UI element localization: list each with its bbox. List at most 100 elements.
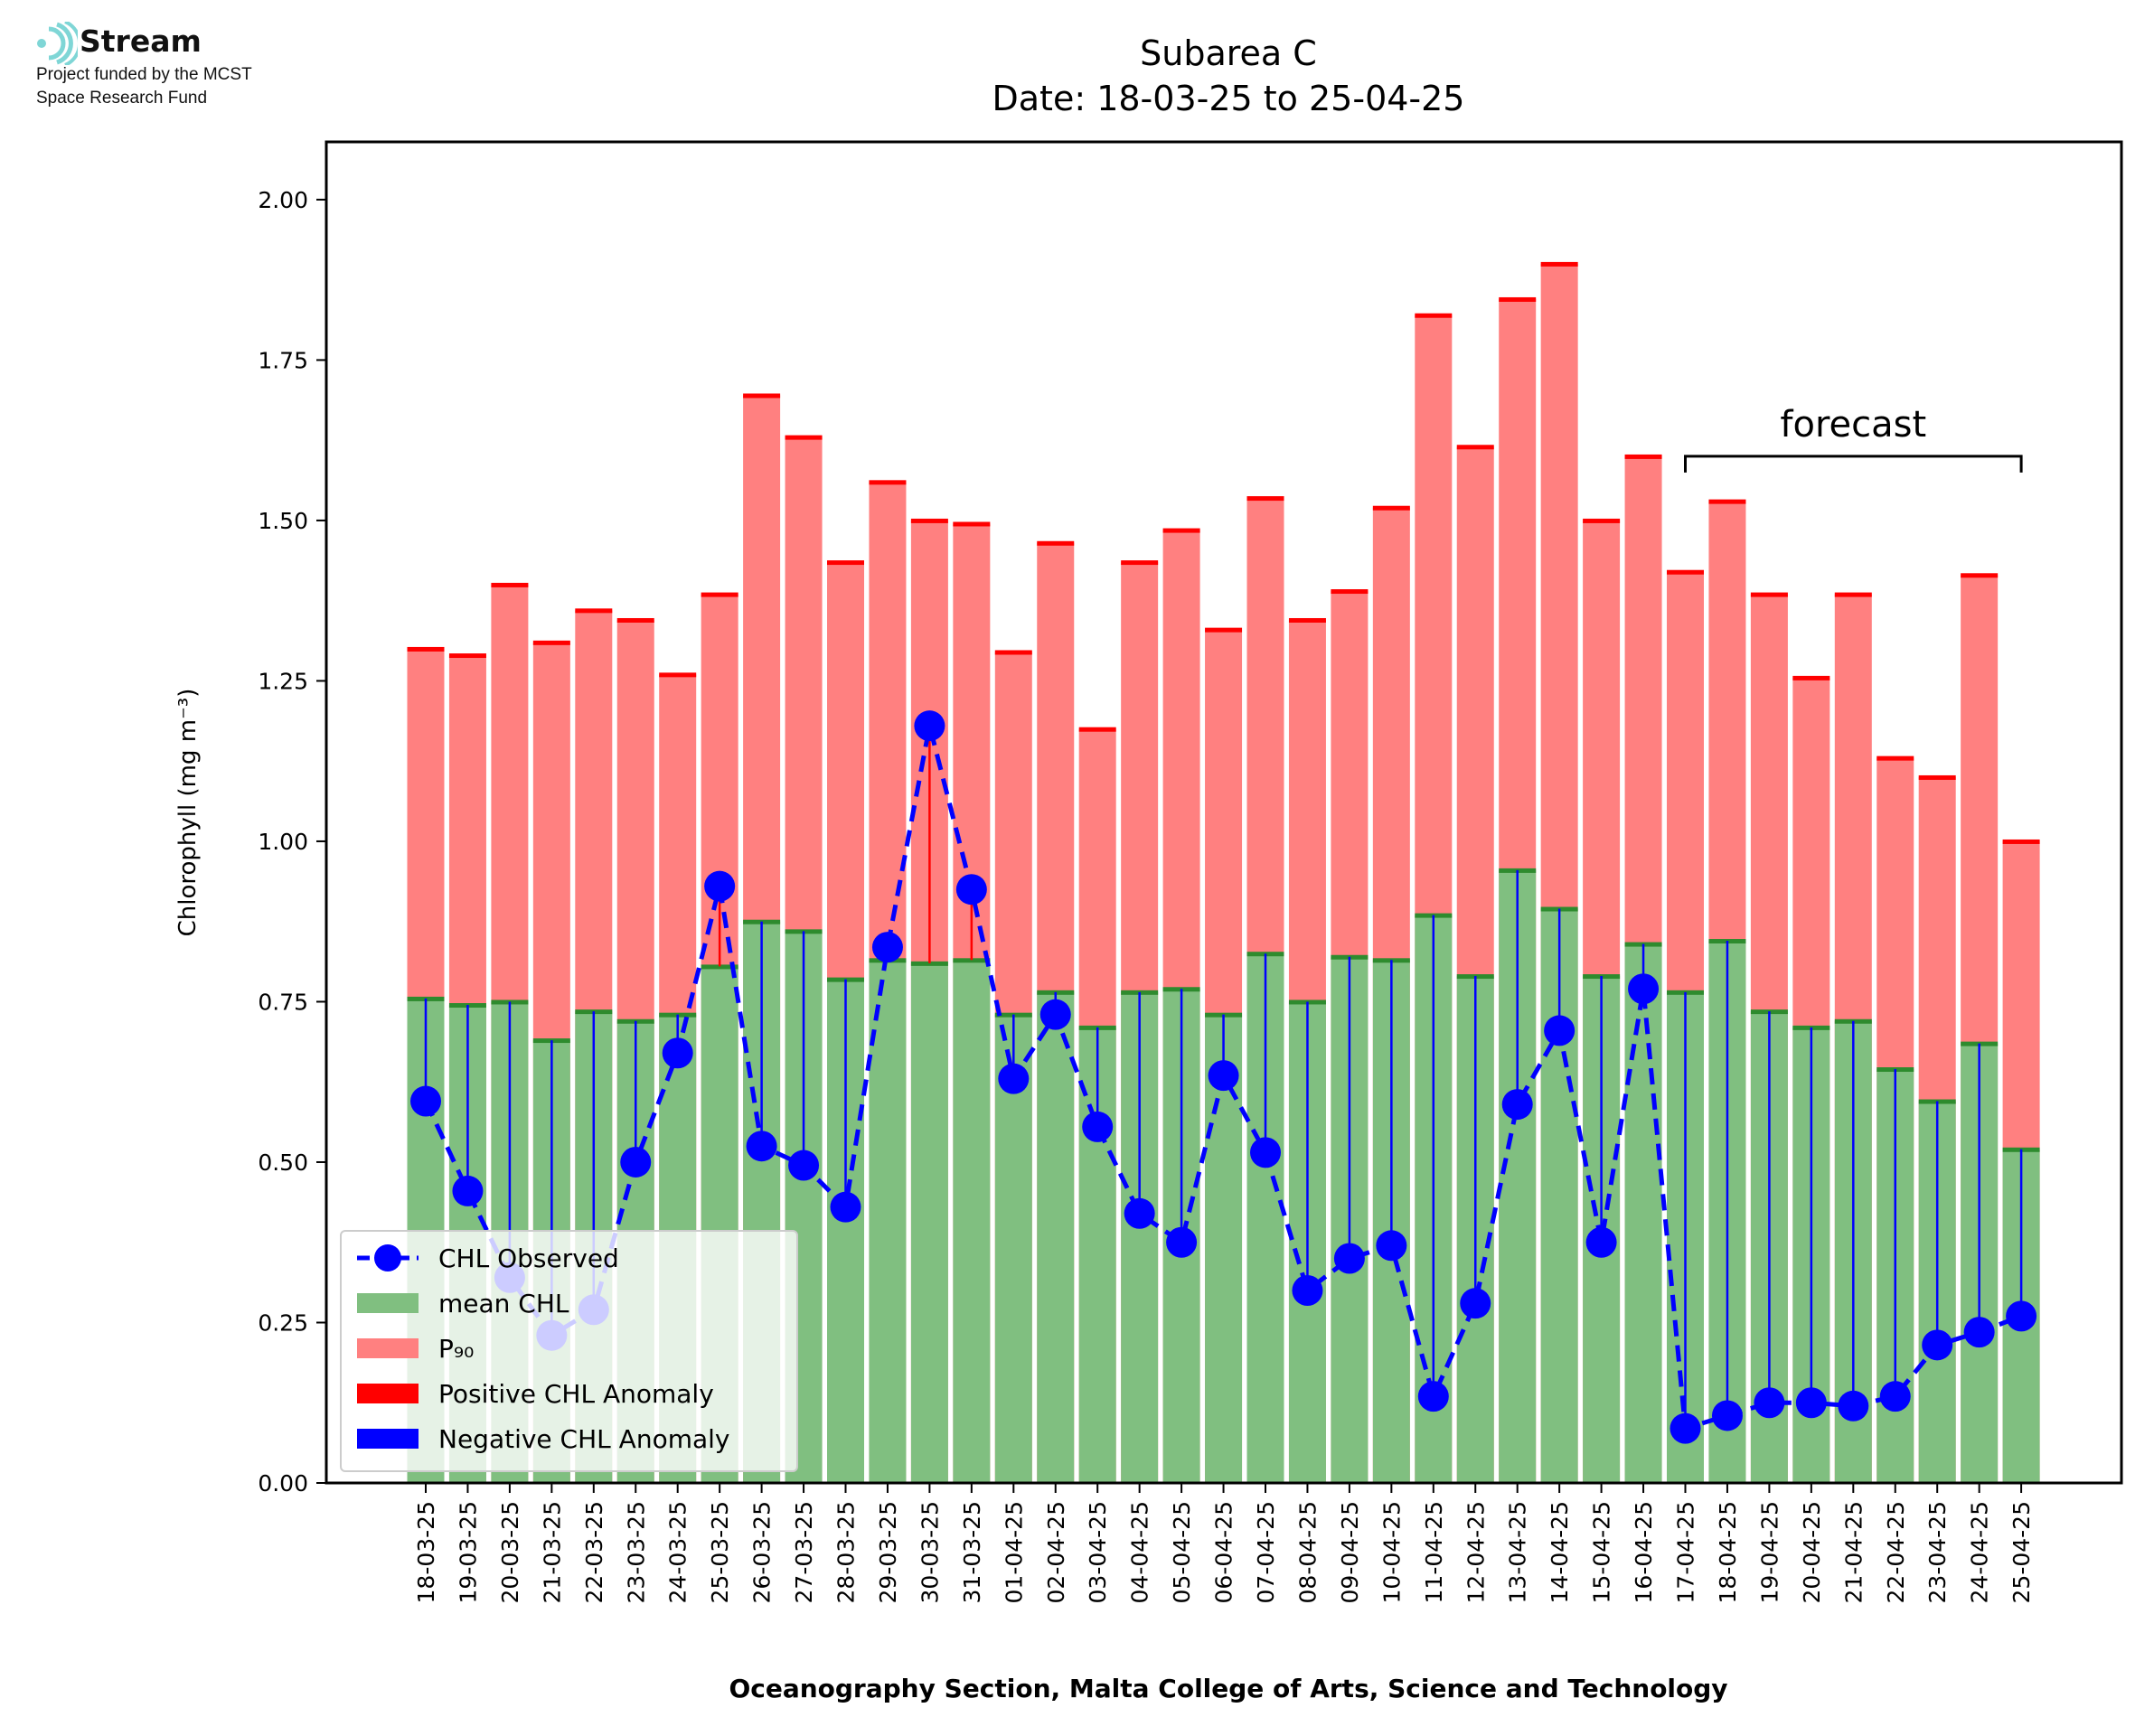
chl-observed-point	[704, 870, 736, 902]
p90-cap	[1708, 499, 1746, 504]
mean-chl-bar	[1205, 1014, 1243, 1483]
x-tick-label: 10-04-25	[1378, 1501, 1405, 1603]
p90-cap	[1456, 445, 1494, 450]
x-tick-label: 19-04-25	[1756, 1501, 1782, 1603]
chl-observed-point	[1124, 1197, 1155, 1229]
x-tick-label: 18-04-25	[1715, 1501, 1741, 1603]
x-tick-label: 31-03-25	[959, 1501, 985, 1603]
p90-cap	[1499, 296, 1537, 302]
mean-chl-cap	[701, 964, 738, 970]
logo-funding-line-1: Project funded by the MCST	[36, 65, 252, 84]
legend-entry-label: CHL Observed	[438, 1243, 619, 1273]
chl-observed-point	[746, 1131, 777, 1162]
chl-observed-point	[955, 874, 987, 906]
x-tick-label: 03-04-25	[1085, 1501, 1111, 1603]
p90-cap	[532, 640, 570, 645]
p90-cap	[448, 653, 486, 659]
chl-observed-point	[1250, 1137, 1281, 1168]
legend-marker-swatch	[374, 1244, 401, 1272]
x-tick-label: 20-03-25	[497, 1501, 523, 1603]
x-tick-label: 23-03-25	[623, 1501, 649, 1603]
p90-cap	[1750, 592, 1788, 597]
x-tick-label: 30-03-25	[917, 1501, 943, 1603]
y-tick-label: 0.50	[258, 1150, 308, 1176]
chl-observed-point	[788, 1150, 820, 1181]
plot-frame	[325, 140, 2123, 1485]
x-tick-label: 02-04-25	[1043, 1501, 1069, 1603]
x-tick-label: 25-03-25	[707, 1501, 733, 1603]
y-tick-label: 0.25	[258, 1309, 308, 1336]
p90-cap	[1415, 313, 1453, 318]
p90-cap	[1078, 727, 1116, 732]
forecast-annotation: forecast	[1684, 404, 2023, 473]
chl-observed-point	[620, 1146, 652, 1178]
p90-cap	[1540, 261, 1578, 267]
observed-line-layer	[410, 710, 2037, 1444]
y-tick-label: 1.00	[258, 829, 308, 855]
chl-observed-point	[1963, 1317, 1995, 1348]
p90-cap	[616, 617, 654, 623]
p90-cap	[1205, 627, 1243, 633]
p90-cap	[1037, 540, 1075, 546]
p90-cap	[1288, 617, 1326, 623]
chl-observed-point	[1795, 1387, 1827, 1419]
x-tick-label: 22-03-25	[581, 1501, 607, 1603]
x-tick-label: 13-04-25	[1505, 1501, 1531, 1603]
x-tick-label: 26-03-25	[749, 1501, 776, 1603]
legend: CHL Observed mean CHL P₉₀ Positive CHL Anom…	[340, 1230, 798, 1472]
chl-observed-point	[1501, 1089, 1533, 1121]
x-tick-label: 07-04-25	[1253, 1501, 1279, 1603]
chl-observed-point	[1208, 1060, 1239, 1092]
p90-cap	[994, 650, 1032, 655]
x-tick-label: 18-03-25	[413, 1501, 439, 1603]
mean-chl-bar	[1037, 991, 1075, 1483]
p90-cap	[1792, 675, 1830, 680]
legend-entry-label: mean CHL	[438, 1289, 569, 1318]
chl-observed-point	[1417, 1381, 1449, 1412]
chl-observed-point	[1585, 1226, 1617, 1258]
mean-chl-bar	[1624, 943, 1662, 1483]
legend-bar-swatch	[357, 1384, 419, 1403]
x-tick-label: 20-04-25	[1799, 1501, 1825, 1603]
x-tick-label: 19-03-25	[455, 1501, 481, 1603]
y-tick-label: 1.50	[258, 508, 308, 534]
legend-bar-swatch	[357, 1293, 419, 1313]
logo-funding-line-2: Space Research Fund	[36, 89, 208, 108]
legend-entry-label: Positive CHL Anomaly	[438, 1379, 714, 1409]
x-tick-label: 08-04-25	[1294, 1501, 1321, 1603]
x-tick-label: 12-04-25	[1463, 1501, 1489, 1603]
x-tick-label: 16-04-25	[1631, 1501, 1657, 1603]
x-tick-label: 06-04-25	[1211, 1501, 1237, 1603]
chl-observed-point	[1670, 1412, 1701, 1444]
chart-subtitle: Date: 18-03-25 to 25-04-25	[992, 79, 1465, 118]
p90-cap	[953, 521, 991, 527]
legend-entry-label: P₉₀	[438, 1334, 474, 1364]
y-axis: 0.00 0.25 0.50 0.75 1.00 1.25 1.50 1.75 2.00	[258, 187, 326, 1497]
legend-bar-swatch	[357, 1338, 419, 1358]
chl-observed-point	[452, 1175, 484, 1206]
mean-chl-cap	[910, 961, 948, 966]
p90-cap	[701, 592, 738, 597]
chl-observed-point	[2006, 1300, 2037, 1332]
chl-observed-point	[410, 1085, 441, 1117]
p90-cap	[1331, 589, 1369, 595]
x-tick-label: 01-04-25	[1001, 1501, 1027, 1603]
x-tick-label: 21-03-25	[539, 1501, 565, 1603]
chl-observed-point	[998, 1063, 1030, 1094]
chl-observed-point	[1333, 1243, 1365, 1274]
x-tick-label: 22-04-25	[1883, 1501, 1909, 1603]
x-tick-label: 24-04-25	[1967, 1501, 1993, 1603]
logo-name: Stream	[80, 23, 202, 59]
chart-title: Subarea C	[1140, 33, 1317, 73]
chl-observed-point	[1039, 999, 1071, 1030]
p90-cap	[1121, 560, 1159, 566]
chl-observed-point	[1166, 1226, 1198, 1258]
mean-chl-cap	[953, 958, 991, 963]
p90-cap	[491, 582, 529, 587]
anomaly-lines-layer	[424, 726, 2023, 1429]
chl-observed-point	[1879, 1381, 1911, 1412]
chl-observed-point	[1376, 1230, 1407, 1262]
y-tick-label: 0.00	[258, 1470, 308, 1497]
x-tick-label: 28-03-25	[833, 1501, 860, 1603]
